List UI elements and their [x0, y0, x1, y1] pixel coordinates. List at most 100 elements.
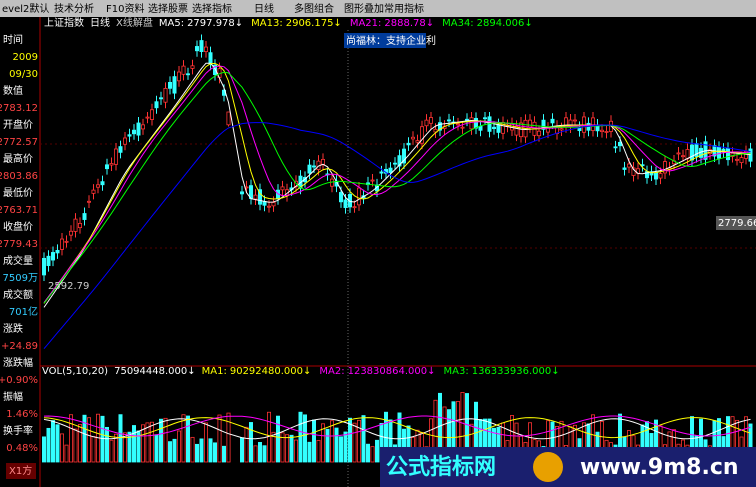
volume-bar — [190, 436, 195, 463]
info-value: +0.90% — [0, 375, 38, 386]
candle-body — [343, 199, 348, 208]
info-label: 收盘价 — [3, 220, 33, 233]
volume-bar — [55, 424, 60, 463]
candle-body — [208, 52, 213, 65]
volume-bar — [176, 430, 181, 463]
vol-ma-name: MA1: — [202, 366, 227, 377]
candle-body — [55, 249, 60, 254]
candle-body — [735, 158, 740, 161]
volume-bar — [42, 436, 47, 463]
toolbar-button[interactable]: F10资料 — [106, 2, 144, 15]
vol-ma-value: 90292480.000↓ — [230, 366, 312, 377]
candle-body — [591, 117, 596, 131]
toolbar-button[interactable]: evel2默认 — [2, 2, 49, 15]
volume-bar — [203, 422, 208, 463]
candle-body — [401, 148, 406, 164]
volume-bar — [167, 441, 172, 463]
volume-bar — [212, 442, 217, 463]
volume-bar — [163, 417, 168, 463]
candle-body — [469, 117, 474, 130]
volume-bar — [356, 419, 361, 463]
vol-ma-value: 136333936.000↓ — [472, 366, 560, 377]
candle-body — [253, 194, 258, 200]
candle-body — [266, 205, 271, 208]
toolbar-button[interactable]: 常用指标 — [384, 2, 424, 15]
volume-bar — [87, 417, 92, 463]
toolbar-button[interactable]: 图形叠加 — [344, 3, 384, 15]
candle-body — [149, 109, 154, 120]
volume-bar — [123, 432, 128, 463]
volume-bar — [51, 420, 56, 463]
volume-bar — [114, 433, 119, 463]
candle-body — [681, 155, 686, 158]
toolbar-button[interactable]: 多图组合 — [294, 2, 334, 15]
candle-body — [631, 167, 636, 176]
vol-ma-name: MA3: — [444, 366, 469, 377]
volume-bar — [221, 445, 226, 463]
volume-bar — [320, 423, 325, 463]
volume-bar — [248, 422, 253, 463]
toolbar — [0, 0, 756, 17]
news-text[interactable]: 尚福林：支持企业利 — [346, 34, 436, 47]
candle-body — [167, 81, 172, 89]
candle-body — [307, 164, 312, 174]
volume-bar — [298, 411, 303, 463]
volume-bar — [307, 441, 312, 463]
volume-bar — [325, 428, 330, 463]
volume-bar — [334, 427, 339, 463]
volume-bar — [181, 414, 186, 463]
candle-body — [82, 213, 87, 220]
volume-bar — [118, 414, 123, 463]
candle-body — [190, 65, 195, 69]
volume-bar — [284, 434, 289, 463]
volume-bar — [172, 438, 177, 463]
volume-bar — [69, 414, 74, 463]
candle-body — [478, 125, 483, 131]
toolbar-button[interactable]: 选择股票 — [148, 2, 188, 15]
vol-ma-name: MA2: — [319, 366, 344, 377]
candle-body — [379, 171, 384, 174]
volume-ma — [43, 417, 751, 439]
candle-body — [69, 230, 74, 236]
candle-body — [158, 97, 163, 100]
price-header-tool: X线解盘 — [116, 16, 153, 29]
candle-body — [356, 187, 361, 206]
candle-body — [627, 163, 632, 168]
candle-body — [663, 161, 668, 174]
candle-body — [123, 137, 128, 145]
info-label: 涨跌 — [3, 322, 23, 335]
candle-body — [415, 140, 420, 143]
toolbar-button[interactable]: 选择指标 — [192, 2, 232, 15]
ma-value: 2797.978↓ — [187, 18, 243, 29]
volume-bar — [262, 445, 267, 463]
volume-bar — [149, 421, 154, 463]
candle-body — [392, 162, 397, 165]
volume-header-title: VOL(5,10,20) — [42, 366, 108, 377]
candle-body — [73, 218, 78, 232]
candle-body — [519, 122, 524, 138]
candle-body — [744, 151, 749, 159]
news-popup[interactable] — [344, 33, 426, 48]
volume-bar — [302, 414, 307, 463]
ma-name: MA13: — [251, 18, 283, 29]
candle-body — [280, 186, 285, 191]
volume-bar — [109, 439, 114, 463]
toolbar-button[interactable]: 技术分析 — [54, 2, 94, 15]
candle-body — [109, 163, 114, 166]
info-value: 2779.43 — [0, 239, 38, 250]
candles — [42, 34, 753, 350]
volume-bar — [280, 432, 285, 463]
volume-bar — [361, 415, 366, 463]
candle-body — [437, 122, 442, 131]
volume-bar — [226, 412, 231, 463]
volume-bar — [338, 436, 343, 463]
volume-bar — [257, 442, 262, 463]
toolbar-button[interactable]: 日线 — [254, 2, 274, 15]
volume-bar — [185, 415, 190, 463]
volume-ma — [43, 415, 751, 437]
vol-ma-value: 123830864.000↓ — [348, 366, 436, 377]
candle-body — [127, 134, 132, 137]
volume-bar — [217, 414, 222, 463]
info-label: 最高价 — [3, 152, 33, 165]
volume-bar — [365, 443, 370, 463]
